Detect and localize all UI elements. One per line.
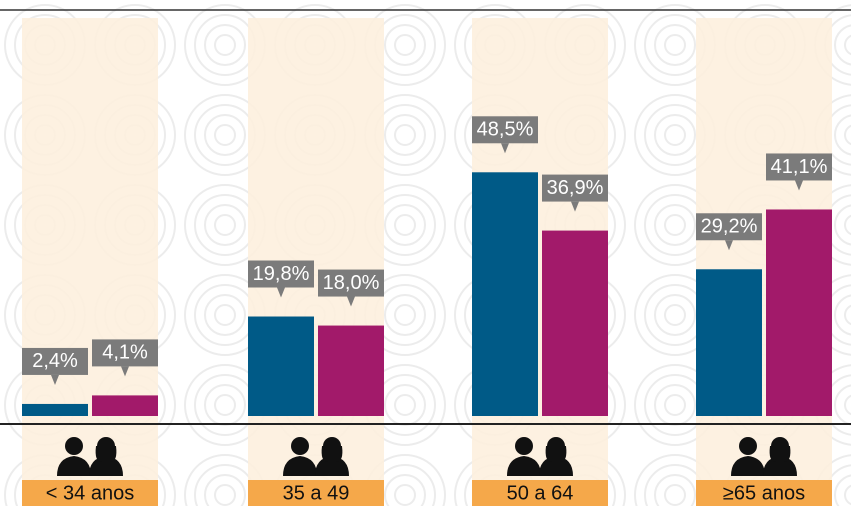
person-icon	[57, 456, 91, 476]
person-icon	[89, 456, 123, 476]
value-label: 4,1%	[102, 342, 148, 364]
value-label: 48,5%	[477, 119, 534, 141]
person-icon	[739, 437, 757, 455]
value-label-pointer	[571, 201, 579, 212]
value-label-box	[696, 213, 762, 241]
person-icon	[95, 446, 117, 462]
value-label-box	[248, 260, 314, 288]
bar	[696, 269, 762, 416]
value-label-box	[22, 347, 88, 375]
bar	[766, 209, 832, 416]
category-box	[472, 480, 608, 506]
x-tick-label: 35 a 49	[283, 482, 350, 504]
bar	[248, 316, 314, 416]
category-box	[696, 480, 832, 506]
person-icon	[539, 456, 573, 476]
person-icon	[283, 456, 317, 476]
value-label-box	[766, 153, 832, 181]
person-icon	[515, 437, 533, 455]
value-label: 41,1%	[771, 156, 828, 178]
value-label-pointer	[347, 296, 355, 307]
person-icon	[731, 456, 765, 476]
value-label-pointer	[51, 374, 59, 385]
value-label: 19,8%	[253, 263, 310, 285]
category-box	[22, 480, 158, 506]
bar	[318, 325, 384, 416]
value-label-pointer	[501, 143, 509, 154]
value-label: 2,4%	[32, 350, 78, 372]
category-box	[248, 480, 384, 506]
person-icon	[315, 456, 349, 476]
person-icon	[769, 446, 791, 462]
bar	[472, 172, 538, 416]
value-label-box	[318, 269, 384, 297]
value-label-pointer	[121, 366, 129, 377]
x-tick-label: < 34 anos	[46, 482, 134, 504]
person-icon	[763, 456, 797, 476]
person-icon	[65, 437, 83, 455]
person-icon	[291, 437, 309, 455]
value-label-pointer	[795, 180, 803, 191]
value-label: 18,0%	[323, 272, 380, 294]
bar	[92, 395, 158, 416]
value-label-box	[542, 174, 608, 202]
person-icon	[507, 456, 541, 476]
x-tick-label: ≥65 anos	[723, 482, 805, 504]
person-icon	[321, 446, 343, 462]
person-icon	[545, 446, 567, 462]
column-band	[22, 18, 158, 506]
value-label: 29,2%	[701, 216, 758, 238]
x-tick-label: 50 a 64	[507, 482, 574, 504]
value-label: 36,9%	[547, 177, 604, 199]
bar	[22, 403, 88, 416]
bar	[542, 230, 608, 416]
value-label-pointer	[277, 287, 285, 298]
value-label-box	[472, 116, 538, 144]
value-label-pointer	[725, 240, 733, 251]
value-label-box	[92, 339, 158, 367]
